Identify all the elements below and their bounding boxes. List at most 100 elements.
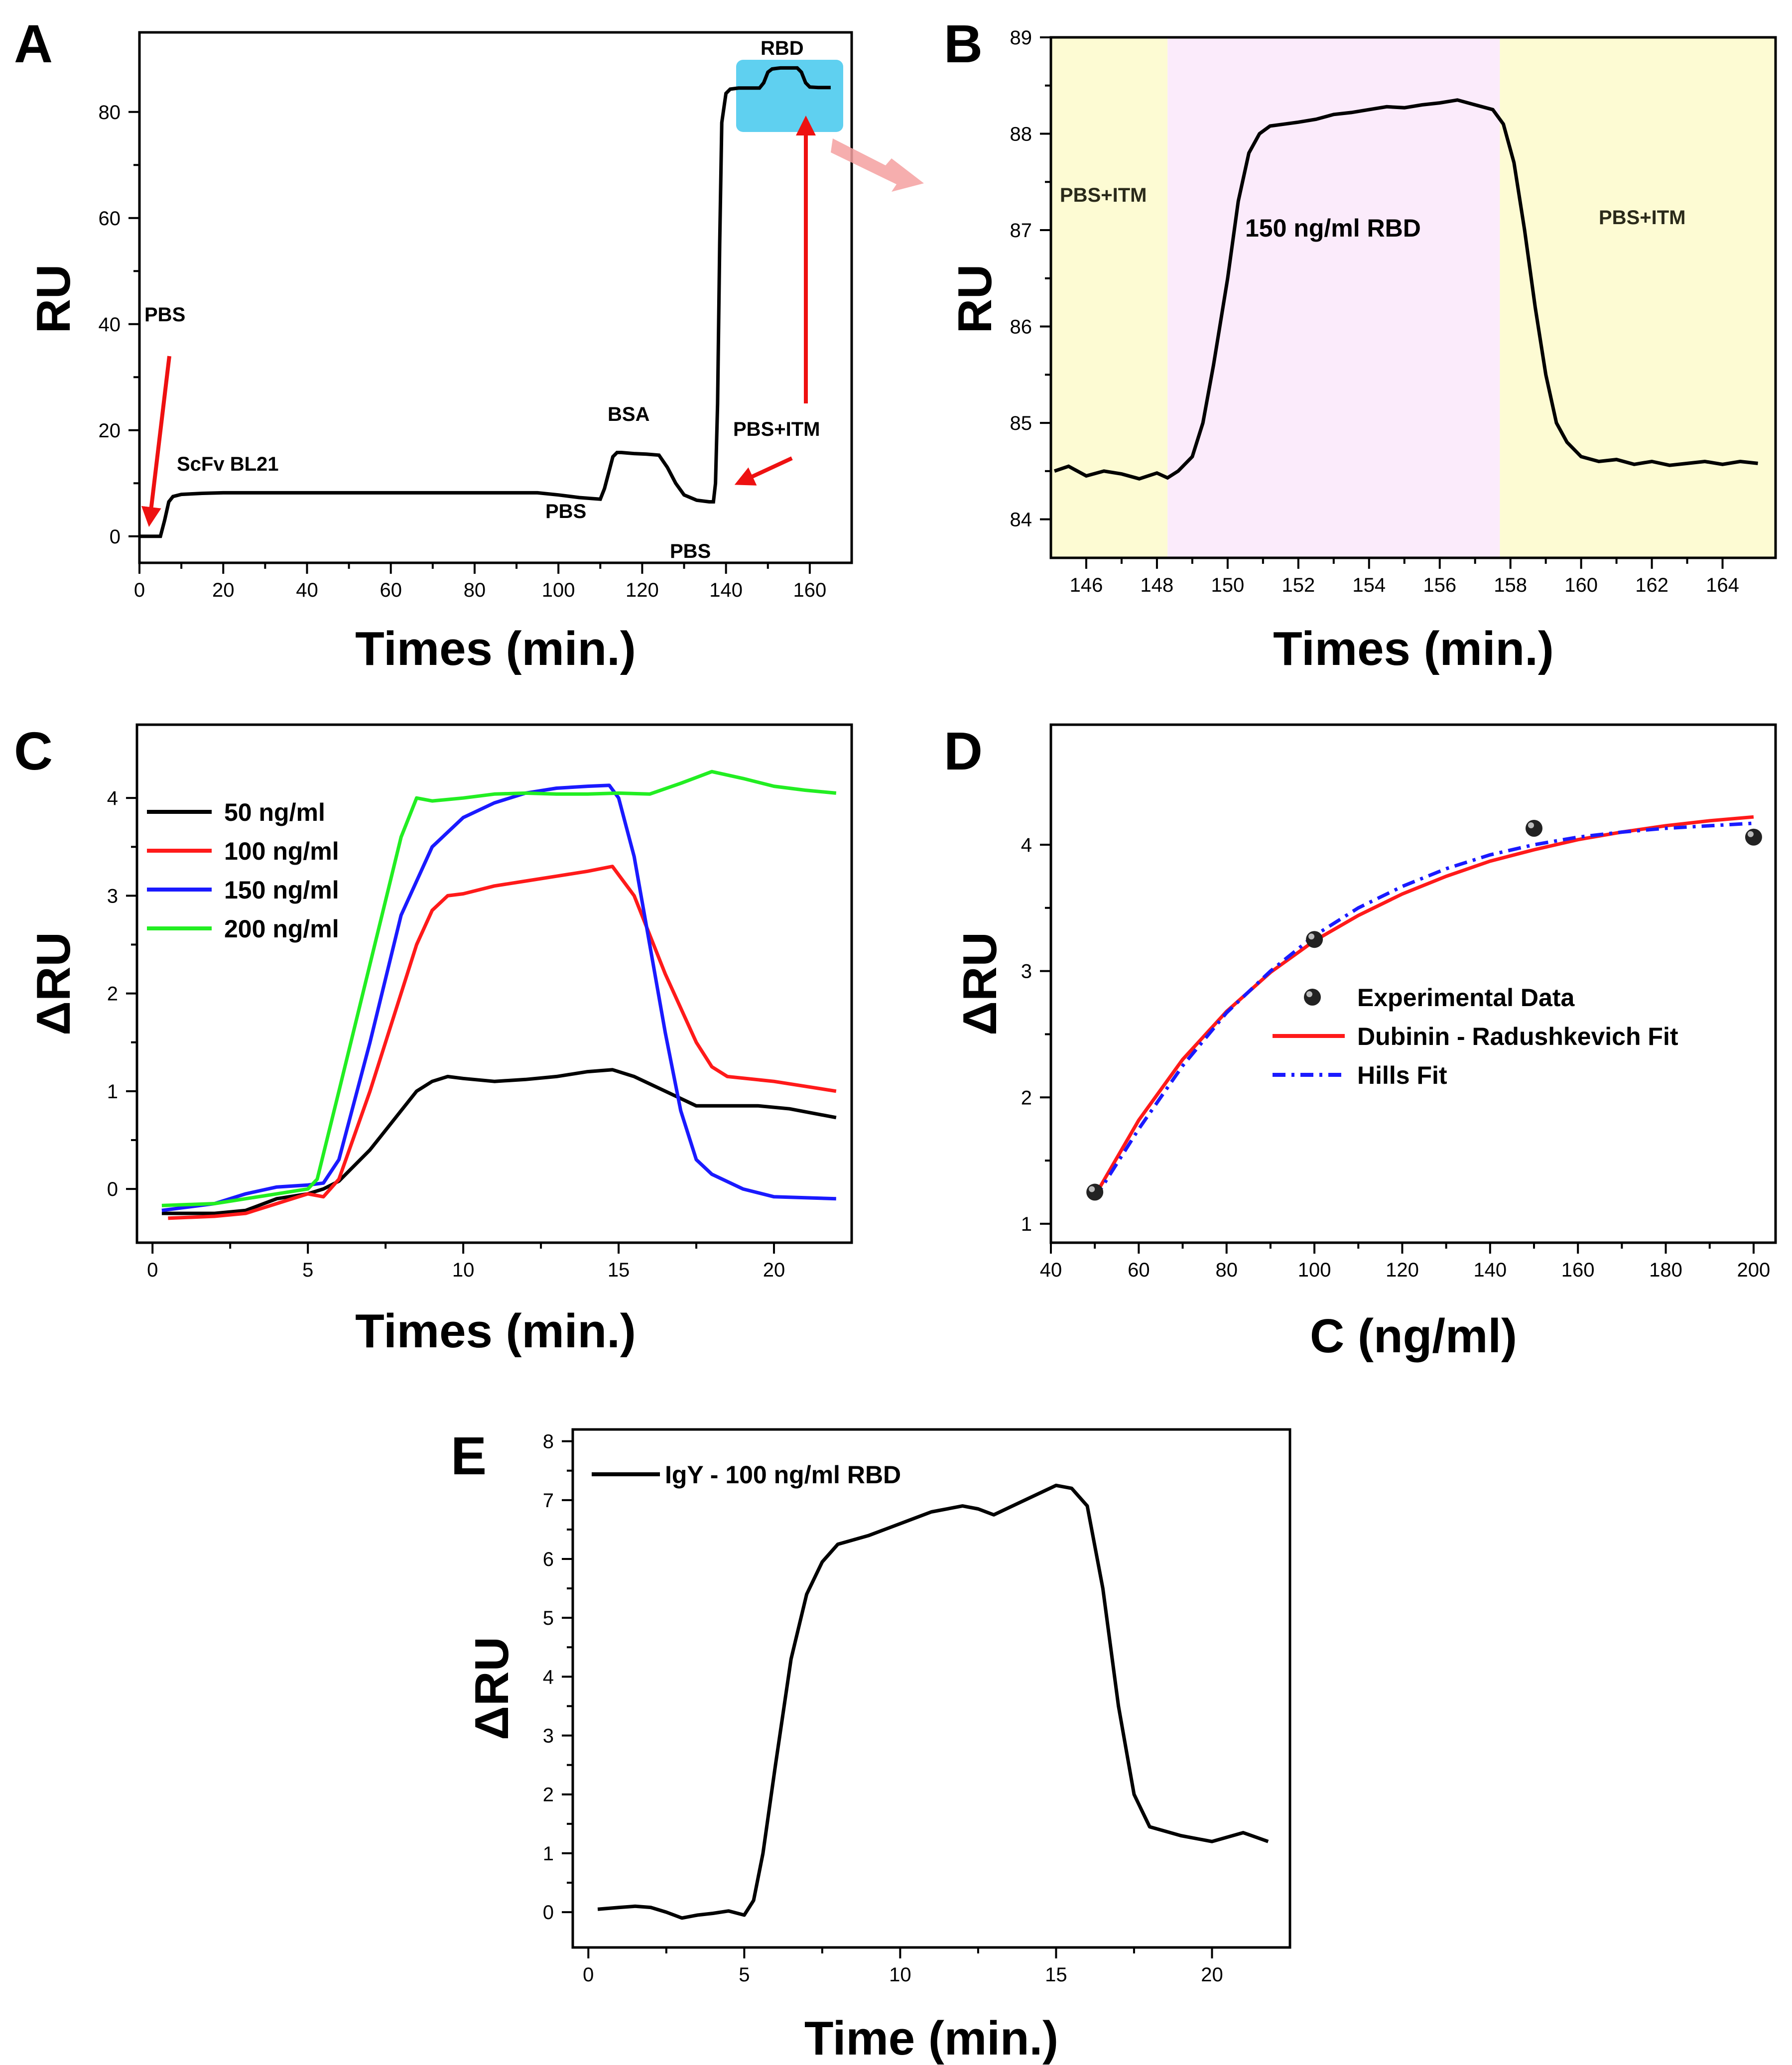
y-tick-label: 6 [543, 1549, 554, 1570]
annotation-pbs-2: PBS [670, 540, 711, 562]
x-tick-label: 15 [608, 1259, 630, 1281]
x-tick-label: 80 [464, 579, 486, 601]
panel-c-xlabel: Times (min.) [355, 1304, 636, 1358]
panel-e-ticks: 0 5 10 15 20 0 1 2 3 4 5 6 7 8 [543, 1431, 1223, 1986]
data-point [1086, 1183, 1104, 1201]
panel-b-label: B [944, 13, 983, 74]
x-tick-label: 60 [1128, 1259, 1150, 1281]
y-tick-label: 0 [110, 526, 121, 548]
legend-200: 200 ng/ml [224, 915, 339, 943]
panel-b-line [1053, 98, 1758, 481]
y-tick-label: 88 [1010, 124, 1032, 145]
x-tick-label: 148 [1141, 574, 1174, 596]
panel-e-label: E [451, 1425, 487, 1486]
x-tick-label: 140 [1473, 1259, 1507, 1281]
x-tick-label: 20 [212, 579, 235, 601]
panel-a-frame [138, 31, 853, 564]
y-tick-label: 4 [107, 787, 118, 809]
x-tick-label: 100 [542, 579, 575, 601]
series-line-3 [161, 770, 837, 1207]
panel-b-region-label-2: 150 ng/ml RBD [1245, 214, 1421, 242]
x-tick-label: 0 [134, 579, 145, 601]
x-tick-label: 180 [1649, 1259, 1682, 1281]
data-point-highlight [1528, 822, 1534, 828]
panel-d-label: D [944, 721, 983, 781]
y-tick-label: 1 [107, 1081, 118, 1103]
y-tick-label: 86 [1010, 316, 1032, 338]
panel-d-frame [1049, 723, 1777, 1244]
legend-swatch-experimental [1304, 989, 1321, 1006]
panel-d-ylabel: ΔRU [953, 932, 1007, 1035]
x-tick-label: 150 [1211, 574, 1245, 596]
panel-a-ylabel: RU [27, 264, 80, 334]
panel-b-region-label-3: PBS+ITM [1599, 207, 1685, 229]
panel-b-xlabel: Times (min.) [1273, 622, 1554, 675]
panel-b: B 146 148 150 152 154 156 158 160 162 164 84 85 86 87… [944, 13, 1777, 675]
panel-d-xlabel: C (ng/ml) [1310, 1309, 1517, 1363]
panel-e-frame [571, 1428, 1291, 1949]
y-tick-label: 40 [99, 314, 121, 336]
y-tick-label: 2 [1021, 1087, 1032, 1109]
zoom-arrow [831, 138, 924, 192]
y-tick-label: 4 [1021, 834, 1032, 856]
data-point [1745, 828, 1762, 846]
data-point [1306, 931, 1323, 948]
x-tick-label: 20 [763, 1259, 785, 1281]
x-tick-label: 140 [709, 579, 743, 601]
y-tick-label: 7 [543, 1490, 554, 1512]
annotation-pbs-1: PBS [545, 501, 586, 522]
panel-c-lines [161, 770, 837, 1220]
panel-a-xlabel: Times (min.) [355, 622, 636, 675]
legend-50: 50 ng/ml [224, 798, 325, 826]
y-tick-label: 20 [99, 420, 121, 442]
panel-c: C 0 5 10 15 20 0 1 2 3 4 Times (min.) ΔRU 50 ng/m… [14, 721, 853, 1358]
panel-c-ticks: 0 5 10 15 20 0 1 2 3 4 [107, 787, 785, 1281]
x-tick-label: 120 [626, 579, 659, 601]
legend-100: 100 ng/ml [224, 837, 339, 865]
x-tick-label: 120 [1386, 1259, 1419, 1281]
y-tick-label: 1 [1021, 1213, 1032, 1235]
y-tick-label: 8 [543, 1431, 554, 1453]
x-tick-label: 10 [452, 1259, 475, 1281]
x-tick-label: 156 [1423, 574, 1456, 596]
y-tick-label: 5 [543, 1607, 554, 1629]
x-tick-label: 15 [1045, 1964, 1067, 1986]
panel-d: D 40 60 80 100 120 140 160 180 200 1 2 3 4 C (ng/ml)… [944, 721, 1777, 1363]
x-tick-label: 10 [889, 1964, 911, 1986]
data-point [1526, 820, 1542, 837]
y-tick-label: 87 [1010, 220, 1032, 242]
panel-e-ylabel: ΔRU [465, 1637, 518, 1740]
panel-b-frame [1049, 36, 1777, 559]
x-tick-label: 154 [1352, 574, 1386, 596]
panel-c-ylabel: ΔRU [27, 932, 80, 1035]
legend-150: 150 ng/ml [224, 876, 339, 904]
annotation-bsa: BSA [608, 403, 649, 425]
data-point-highlight [1747, 831, 1754, 837]
annotation-pbs-itm: PBS+ITM [733, 418, 820, 440]
y-tick-label: 89 [1010, 27, 1032, 49]
arrow-pbs-itm [734, 456, 793, 486]
x-tick-label: 40 [1040, 1259, 1062, 1281]
y-tick-label: 3 [107, 885, 118, 907]
x-tick-label: 160 [1561, 1259, 1595, 1281]
panel-b-regions [1051, 37, 1776, 558]
y-tick-label: 0 [107, 1178, 118, 1200]
panel-c-frame [135, 723, 853, 1244]
x-tick-label: 146 [1070, 574, 1103, 596]
x-tick-label: 160 [1564, 574, 1598, 596]
y-tick-label: 60 [99, 208, 121, 230]
x-tick-label: 100 [1298, 1259, 1331, 1281]
y-tick-label: 3 [543, 1725, 554, 1747]
x-tick-label: 60 [380, 579, 402, 601]
x-tick-label: 5 [739, 1964, 750, 1986]
panel-b-ticks: 146 148 150 152 154 156 158 160 162 164 84 85 86 87 88… [1010, 27, 1739, 596]
panel-a: A 0 20 40 60 80 100 120 140 160 0 20 40 60 80 Times (… [14, 13, 924, 675]
region-2 [1500, 37, 1776, 558]
panel-d-legend: Experimental Data Dubinin - Radushkevich… [1273, 984, 1678, 1089]
data-point-highlight [1089, 1186, 1095, 1192]
legend-igy: IgY - 100 ng/ml RBD [665, 1461, 901, 1489]
x-tick-label: 80 [1215, 1259, 1238, 1281]
legend-experimental: Experimental Data [1357, 984, 1575, 1012]
panel-c-legend: 50 ng/ml 100 ng/ml 150 ng/ml 200 ng/ml [147, 798, 339, 943]
